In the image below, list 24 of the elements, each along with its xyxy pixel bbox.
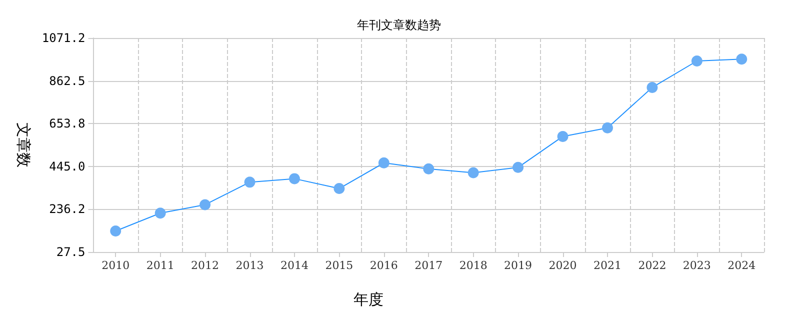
x-tick-label: 2013 (236, 259, 264, 272)
x-tick-label: 2020 (548, 259, 577, 272)
y-tick-label: 1071.2 (42, 31, 86, 45)
x-tick-label: 2012 (191, 259, 220, 272)
y-tick-label: 27.5 (56, 245, 86, 259)
y-tick-label: 862.5 (49, 74, 86, 88)
x-tick-label: 2011 (146, 259, 174, 272)
x-tick-label: 2021 (593, 259, 622, 272)
y-axis-title: 文章数 (14, 122, 32, 168)
x-tick-label: 2017 (414, 259, 443, 272)
x-tick-label: 2016 (370, 259, 398, 272)
x-tick-label: 2022 (638, 259, 666, 272)
x-tick-label: 2018 (459, 259, 488, 272)
x-tick-label: 2024 (728, 259, 756, 272)
x-tick-label: 2015 (325, 259, 354, 272)
chart-title: 年刊文章数趋势 (357, 18, 441, 32)
x-tick-label: 2014 (280, 259, 308, 272)
y-tick-label: 236.2 (49, 202, 86, 216)
x-tick-label: 2010 (102, 259, 130, 272)
y-tick-label: 653.8 (49, 116, 86, 131)
x-tick-label: 2019 (504, 259, 532, 272)
x-axis-title: 年度 (354, 290, 384, 308)
y-tick-label: 445.0 (49, 159, 86, 174)
x-tick-label: 2023 (682, 259, 711, 272)
